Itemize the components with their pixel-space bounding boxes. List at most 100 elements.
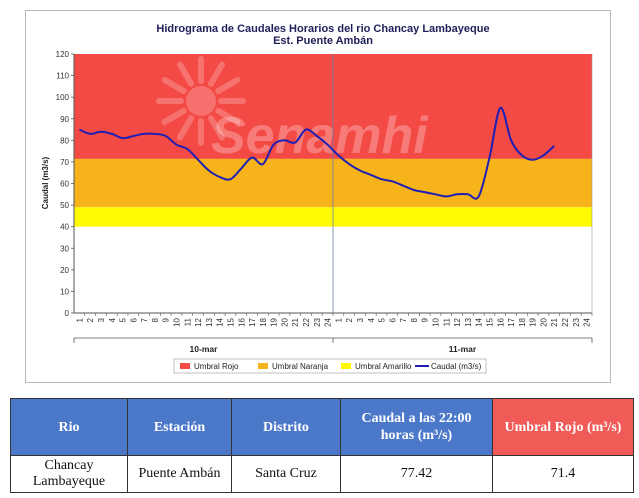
x-tick-label: 22 — [561, 317, 570, 326]
x-tick-label: 17 — [248, 317, 257, 326]
watermark-sun-ray — [215, 77, 241, 94]
watermark-sun-ray — [208, 115, 225, 141]
y-tick-label: 110 — [56, 72, 69, 81]
table-header-row: Rio Estación Distrito Caudal a las 22:00… — [10, 398, 634, 456]
watermark-sun-ray — [177, 115, 194, 141]
x-tick-label: 7 — [399, 317, 408, 322]
legend-swatch — [341, 363, 351, 369]
header-distrito: Distrito — [231, 398, 341, 456]
x-tick-label: 6 — [388, 317, 397, 322]
y-tick-label: 120 — [56, 50, 70, 59]
series-line-caudal — [78, 106, 555, 200]
legend-box — [173, 358, 487, 374]
x-tick-label: 1 — [334, 317, 343, 322]
legend-label: Umbral Amarillo — [355, 362, 412, 371]
watermark-text: Senamhi — [211, 107, 429, 165]
x-tick-label: 23 — [313, 317, 322, 326]
x-tick-label: 3 — [97, 317, 106, 322]
x-tick-label: 15 — [226, 317, 235, 326]
x-tick-label: 1 — [75, 317, 84, 322]
watermark-sun-ray — [208, 61, 225, 87]
watermark-sun-ray — [215, 108, 241, 125]
cell-estacion: Puente Ambán — [127, 455, 232, 493]
day-label: 11-mar — [449, 344, 477, 354]
cell-rio: Chancay Lambayeque — [10, 455, 128, 493]
x-tick-label: 9 — [421, 317, 430, 322]
legend-swatch — [258, 363, 268, 369]
x-tick-label: 10 — [432, 317, 441, 326]
chart-subtitle: Est. Puente Ambán — [273, 35, 373, 47]
cell-umbral-rojo: 71.4 — [492, 455, 634, 493]
watermark-sun — [186, 86, 216, 116]
x-tick-label: 5 — [119, 317, 128, 322]
x-tick-label: 13 — [464, 317, 473, 326]
x-tick-label: 4 — [108, 317, 117, 322]
cell-distrito: Santa Cruz — [231, 455, 341, 493]
x-tick-label: 12 — [194, 317, 203, 326]
x-tick-label: 12 — [453, 317, 462, 326]
watermark-sun-ray — [161, 108, 187, 125]
x-tick-label: 9 — [162, 317, 171, 322]
legend-label: Umbral Naranja — [272, 362, 329, 371]
x-tick-label: 21 — [550, 317, 559, 326]
y-tick-label: 90 — [60, 115, 69, 124]
watermark-sun-ray — [177, 61, 194, 87]
x-tick-label: 2 — [345, 317, 354, 322]
x-tick-label: 8 — [410, 317, 419, 322]
chart-title: Hidrograma de Caudales Horarios del rio … — [156, 23, 489, 35]
y-axis-label: Caudal (m3/s) — [41, 156, 50, 209]
table-row: Chancay Lambayeque Puente Ambán Santa Cr… — [10, 455, 634, 493]
x-tick-label: 18 — [518, 317, 527, 326]
header-estacion: Estación — [127, 398, 232, 456]
y-tick-label: 10 — [60, 287, 69, 296]
y-tick-label: 70 — [60, 158, 69, 167]
header-rio: Rio — [10, 398, 128, 456]
x-tick-label: 18 — [259, 317, 268, 326]
x-tick-label: 11 — [183, 317, 192, 326]
y-tick-label: 0 — [65, 309, 70, 318]
x-tick-label: 24 — [324, 317, 333, 326]
x-tick-label: 10 — [173, 317, 182, 326]
x-tick-label: 3 — [356, 317, 365, 322]
x-tick-label: 5 — [378, 317, 387, 322]
x-tick-label: 16 — [496, 317, 505, 326]
y-tick-label: 20 — [60, 266, 69, 275]
hydrograph-chart: Hidrograma de Caudales Horarios del rio … — [25, 10, 611, 383]
x-tick-label: 19 — [529, 317, 538, 326]
x-tick-label: 11 — [442, 317, 451, 326]
y-tick-label: 80 — [60, 136, 69, 145]
x-tick-label: 7 — [140, 317, 149, 322]
x-tick-label: 8 — [151, 317, 160, 322]
x-tick-label: 13 — [205, 317, 214, 326]
y-tick-label: 30 — [60, 244, 69, 253]
header-umbral-rojo: Umbral Rojo (m³/s) — [492, 398, 634, 456]
y-tick-label: 40 — [60, 223, 69, 232]
x-tick-label: 23 — [572, 317, 581, 326]
legend-swatch — [180, 363, 190, 369]
x-tick-label: 4 — [367, 317, 376, 322]
legend: Umbral Rojo Umbral Naranja Umbral Amarillo… — [173, 358, 487, 374]
x-tick-label: 21 — [291, 317, 300, 326]
cell-caudal: 77.42 — [340, 455, 493, 493]
header-caudal: Caudal a las 22:00 horas (m³/s) — [340, 398, 493, 456]
x-tick-label: 14 — [216, 317, 225, 326]
x-tick-label: 20 — [539, 317, 548, 326]
chart-svg: Hidrograma de Caudales Horarios del rio … — [41, 23, 593, 374]
watermark-sun-ray — [161, 77, 187, 94]
legend-label: Umbral Rojo — [194, 362, 239, 371]
x-tick-label: 24 — [583, 317, 592, 326]
x-tick-label: 6 — [129, 317, 138, 322]
day-label: 10-mar — [190, 344, 219, 354]
x-tick-label: 2 — [86, 317, 95, 322]
x-tick-label: 22 — [302, 317, 311, 326]
x-tick-label: 17 — [507, 317, 516, 326]
x-tick-label: 20 — [280, 317, 289, 326]
legend-label: Caudal (m3/s) — [431, 362, 482, 371]
x-tick-label: 19 — [270, 317, 279, 326]
y-tick-label: 60 — [60, 180, 69, 189]
x-tick-label: 16 — [237, 317, 246, 326]
x-tick-label: 14 — [475, 317, 484, 326]
x-tick-label: 15 — [485, 317, 494, 326]
station-table: Rio Estación Distrito Caudal a las 22:00… — [10, 398, 634, 493]
y-tick-label: 50 — [60, 201, 69, 210]
